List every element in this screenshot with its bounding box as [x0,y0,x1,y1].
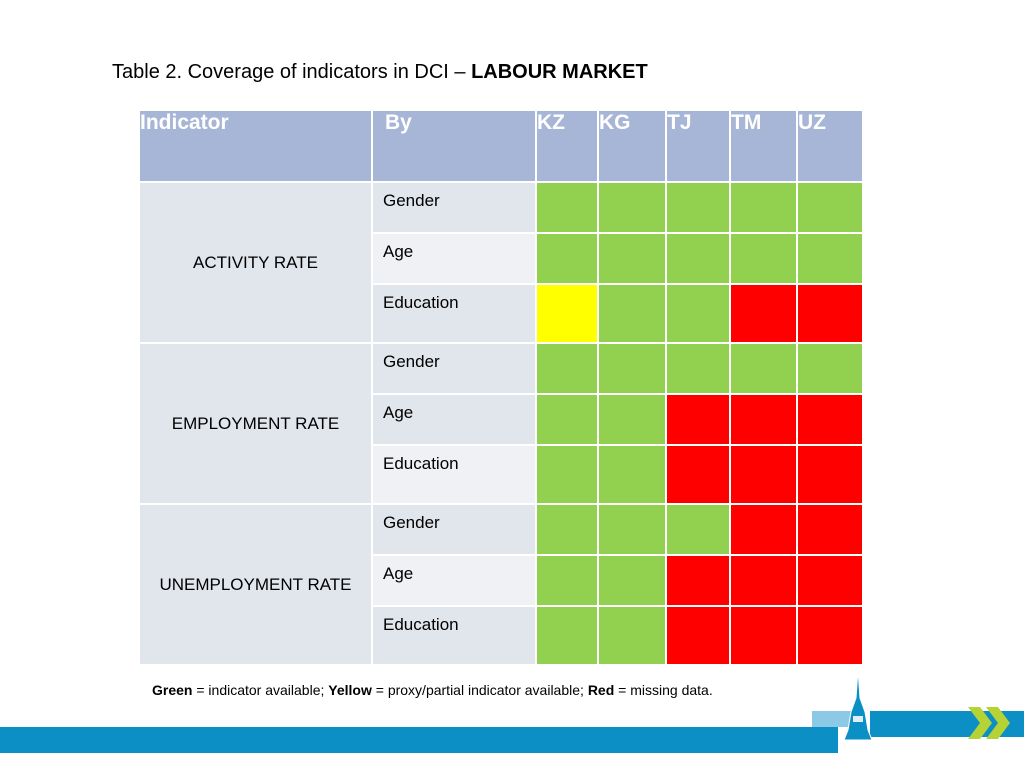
coverage-cell-red [665,605,731,666]
table-row: EMPLOYMENT RATE Gender [138,342,864,505]
coverage-cell-green [597,554,667,607]
double-chevron-icon [968,707,1010,739]
legend-red-label: Red [587,682,615,698]
coverage-cell-green [535,232,599,285]
table-row: Age [139,554,864,607]
coverage-cell-green [665,232,731,285]
coverage-cell-red [796,605,864,666]
coverage-cell-green [535,605,599,666]
coverage-cell-red [796,283,864,344]
coverage-cell-green [729,232,798,285]
coverage-cell-green [535,342,599,395]
coverage-cell-green [597,283,667,344]
by-cell: Gender [371,503,537,556]
coverage-cell-green [729,181,798,234]
legend-red-text: = missing data. [614,682,713,698]
table-row: Education [139,605,864,666]
table-row: ACTIVITY RATE Gender [138,181,864,344]
by-cell: Age [371,554,537,607]
header-indicator: Indicator [138,109,373,183]
by-cell: Age [371,232,537,285]
coverage-cell-red [729,283,798,344]
coverage-cell-red [729,444,798,505]
coverage-cell-red [796,393,864,446]
coverage-cell-red [729,605,798,666]
coverage-cell-red [665,444,731,505]
table-row: Education [139,283,864,344]
coverage-cell-green [796,342,864,395]
coverage-cell-green [535,554,599,607]
table-title-prefix: Table 2. Coverage of indicators in DCI – [112,61,472,83]
coverage-cell-green [729,342,798,395]
legend-yellow-label: Yellow [328,682,372,698]
coverage-cell-green [535,181,599,234]
coverage-cell-red [729,393,798,446]
coverage-cell-green [597,342,667,395]
legend-green-text: = indicator available; [192,682,329,698]
indicator-cell: EMPLOYMENT RATE [138,342,373,505]
header-country: TM [729,109,798,183]
table-title-bold: LABOUR MARKET [471,61,648,83]
coverage-cell-green [597,232,667,285]
table-row: Education [139,444,864,505]
header-country: UZ [796,109,864,183]
header-country: TJ [665,109,731,183]
coverage-cell-green [796,232,864,285]
coverage-cell-green [665,503,731,556]
header-country: KZ [535,109,599,183]
by-cell: Gender [371,181,537,234]
coverage-cell-red [796,444,864,505]
coverage-cell-red [796,554,864,607]
indicator-cell: ACTIVITY RATE [138,181,373,344]
coverage-cell-green [535,503,599,556]
legend-yellow-text: = proxy/partial indicator available; [371,682,588,698]
coverage-cell-yellow [535,283,599,344]
coverage-cell-green [665,342,731,395]
coverage-cell-green [535,393,599,446]
coverage-cell-green [665,283,731,344]
coverage-cell-red [796,503,864,556]
coverage-cell-green [597,503,667,556]
tower-icon [843,669,873,741]
indicator-cell: UNEMPLOYMENT RATE [138,503,373,666]
coverage-cell-green [665,181,731,234]
footer-bar-accent [812,711,852,727]
header-row: Indicator By KZ KG TJ TM UZ [138,109,864,183]
by-cell: Education [371,444,537,505]
header-by: By [371,109,537,183]
footer-bar [0,727,838,753]
by-cell: Education [371,605,537,666]
by-cell: Education [371,283,537,344]
table-row: Age [139,393,864,446]
coverage-cell-green [597,181,667,234]
coverage-cell-green [535,444,599,505]
coverage-cell-red [729,503,798,556]
table-title: Table 2. Coverage of indicators in DCI –… [112,61,648,84]
table-row: UNEMPLOYMENT RATE Gender [138,503,864,666]
coverage-cell-red [729,554,798,607]
by-cell: Gender [371,342,537,395]
coverage-table: Indicator By KZ KG TJ TM UZ ACTIVITY RAT… [138,109,864,666]
coverage-cell-green [597,605,667,666]
coverage-cell-green [597,393,667,446]
by-cell: Age [371,393,537,446]
legend-green-label: Green [152,682,193,698]
legend: Green = indicator available; Yellow = pr… [152,682,713,698]
coverage-cell-red [665,554,731,607]
coverage-cell-red [665,393,731,446]
coverage-cell-green [597,444,667,505]
table-row: Age [139,232,864,285]
coverage-cell-green [796,181,864,234]
header-country: KG [597,109,667,183]
